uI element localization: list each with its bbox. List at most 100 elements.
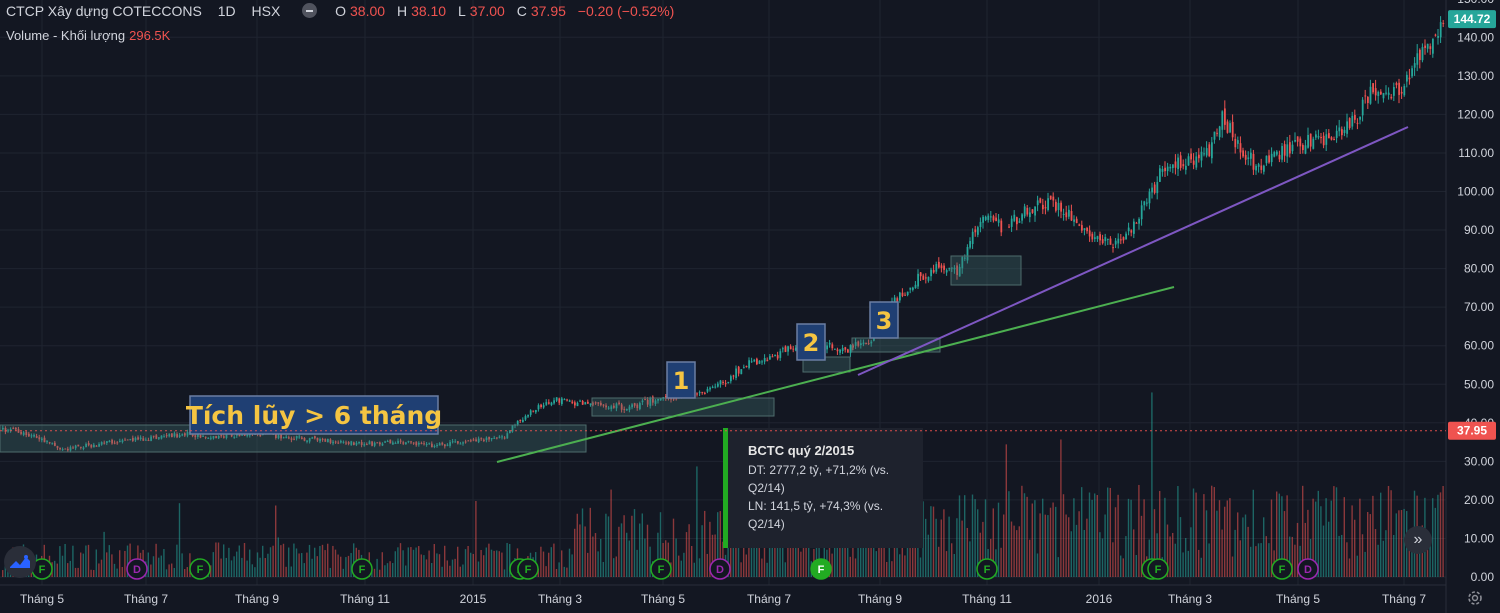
volume-bar bbox=[327, 543, 329, 577]
event-marker-dividend[interactable] bbox=[1297, 558, 1319, 580]
trendline-green[interactable] bbox=[496, 286, 1175, 463]
volume-bar bbox=[93, 570, 95, 577]
volume-bar bbox=[602, 561, 604, 577]
candle-body bbox=[722, 381, 724, 383]
volume-bar bbox=[878, 524, 880, 577]
volume-bar bbox=[228, 547, 230, 577]
candle-body bbox=[945, 270, 948, 273]
event-marker-earnings[interactable] bbox=[1271, 558, 1293, 580]
volume-bar bbox=[1377, 544, 1379, 577]
candle-body bbox=[774, 354, 776, 357]
trendline-purple[interactable] bbox=[857, 126, 1409, 376]
volume-bar bbox=[789, 520, 792, 577]
event-marker-earnings[interactable] bbox=[517, 558, 539, 580]
volume-bar bbox=[618, 526, 620, 577]
candle-body bbox=[285, 436, 288, 439]
event-marker-earnings[interactable] bbox=[351, 558, 373, 580]
volume-bar bbox=[1278, 493, 1280, 577]
gear-icon[interactable] bbox=[1466, 589, 1484, 607]
tradingview-logo-icon[interactable] bbox=[4, 546, 36, 578]
volume-bar bbox=[1317, 490, 1319, 577]
candle-body bbox=[350, 441, 353, 445]
candle-body bbox=[173, 433, 176, 437]
event-marker-earnings[interactable] bbox=[810, 558, 832, 580]
candle-body bbox=[849, 345, 852, 354]
volume-bar bbox=[1078, 511, 1080, 577]
volume-bar bbox=[1021, 485, 1023, 577]
volume-bar bbox=[1367, 512, 1369, 577]
event-marker-earnings[interactable] bbox=[650, 558, 672, 580]
volume-bar bbox=[641, 513, 643, 577]
event-marker-dividend[interactable] bbox=[709, 558, 731, 580]
volume-bar bbox=[943, 509, 945, 577]
volume-bar bbox=[1252, 489, 1254, 577]
candle-body bbox=[1182, 164, 1185, 167]
volume-bar bbox=[425, 559, 428, 577]
volume-bar bbox=[615, 556, 617, 577]
volume-bar bbox=[1346, 542, 1348, 577]
candle-body bbox=[587, 401, 589, 404]
candle-body bbox=[698, 392, 701, 394]
candle-body bbox=[1200, 151, 1203, 161]
candle-body bbox=[233, 436, 236, 438]
candle-body bbox=[862, 342, 865, 345]
volume-bar bbox=[212, 552, 214, 577]
candle-body bbox=[948, 268, 951, 270]
candle-body bbox=[516, 420, 519, 425]
candle-body bbox=[4, 427, 7, 432]
candle-body bbox=[472, 439, 475, 441]
candle-body bbox=[321, 438, 324, 440]
candle-body bbox=[394, 442, 397, 444]
volume-bar bbox=[792, 525, 794, 577]
candle-body bbox=[1133, 221, 1135, 234]
volume-bar bbox=[1096, 495, 1098, 577]
volume-bar bbox=[1387, 485, 1390, 577]
volume-bar bbox=[657, 532, 659, 577]
candle-body bbox=[259, 434, 262, 436]
candle-body bbox=[935, 264, 938, 272]
volume-bar bbox=[605, 513, 607, 577]
candle-body bbox=[428, 442, 431, 444]
candle-body bbox=[1109, 238, 1112, 245]
candle-body bbox=[1273, 152, 1276, 157]
candle-body bbox=[48, 442, 51, 444]
volume-bar bbox=[285, 566, 287, 577]
event-marker-dividend[interactable] bbox=[126, 558, 148, 580]
candle-body bbox=[1330, 137, 1333, 140]
volume-bar bbox=[1026, 496, 1028, 577]
candle-body bbox=[1044, 207, 1047, 209]
candle-body bbox=[592, 403, 594, 405]
candle-body bbox=[402, 442, 405, 444]
candle-body bbox=[1377, 91, 1380, 96]
candle-body bbox=[1341, 129, 1343, 136]
event-marker-earnings[interactable] bbox=[189, 558, 211, 580]
volume-bar bbox=[1130, 499, 1132, 577]
event-marker-earnings[interactable] bbox=[976, 558, 998, 580]
volume-bar bbox=[1429, 542, 1431, 577]
scroll-to-realtime-button[interactable]: » bbox=[1404, 526, 1432, 554]
volume-bar bbox=[1242, 517, 1244, 577]
volume-bar bbox=[186, 567, 188, 577]
volume-bar bbox=[1192, 488, 1195, 577]
candle-body bbox=[334, 441, 337, 443]
candle-body bbox=[779, 351, 782, 358]
candle-body bbox=[535, 410, 537, 413]
candle-body bbox=[475, 439, 477, 442]
candle-body bbox=[425, 444, 428, 446]
candle-body bbox=[1442, 22, 1445, 24]
event-marker-label: F bbox=[1279, 564, 1286, 576]
candle-body bbox=[243, 434, 246, 436]
candle-body bbox=[1346, 121, 1348, 134]
volume-bar bbox=[1359, 498, 1361, 577]
candle-body bbox=[1242, 150, 1244, 157]
candle-body bbox=[111, 439, 113, 444]
candle-body bbox=[852, 345, 854, 348]
event-marker-earnings[interactable] bbox=[1147, 558, 1169, 580]
hide-legend-icon[interactable] bbox=[302, 3, 318, 18]
volume-bar bbox=[1185, 538, 1187, 577]
volume-bar bbox=[1320, 506, 1322, 577]
candle-body bbox=[82, 447, 85, 449]
candle-body bbox=[223, 436, 225, 438]
volume-bar bbox=[875, 551, 877, 577]
